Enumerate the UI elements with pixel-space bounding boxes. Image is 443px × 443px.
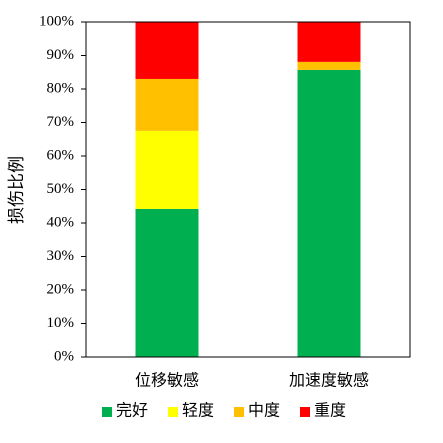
bar-segment [135,130,199,209]
bar-segment [297,22,361,62]
y-tick-label: 10% [47,315,75,331]
bar-segment [297,69,361,357]
y-tick-label: 80% [47,80,75,96]
bar-segment [135,208,199,357]
y-tick-label: 30% [47,248,75,264]
y-tick-label: 60% [47,147,75,163]
y-tick-label: 50% [47,181,75,197]
legend-swatch [168,407,178,417]
y-tick-label: 100% [39,13,74,29]
legend-label: 重度 [314,402,346,420]
bar-segment [135,22,199,79]
x-tick-label: 加速度敏感 [289,372,369,390]
legend-label: 中度 [248,402,280,420]
bar-segment [297,61,361,70]
y-tick-label: 0% [54,348,74,364]
bar-segment [135,78,199,131]
y-tick-label: 70% [47,114,75,130]
x-tick-label: 位移敏感 [135,372,199,390]
legend-swatch [102,407,112,417]
y-tick-label: 90% [47,47,75,63]
legend-swatch [300,407,310,417]
legend-label: 轻度 [182,402,214,420]
plot-frame [85,21,411,358]
y-axis-label: 损伤比例 [7,156,26,224]
legend-label: 完好 [116,402,148,420]
y-tick-label: 40% [47,214,75,230]
legend-swatch [234,407,244,417]
y-tick-label: 20% [47,281,75,297]
